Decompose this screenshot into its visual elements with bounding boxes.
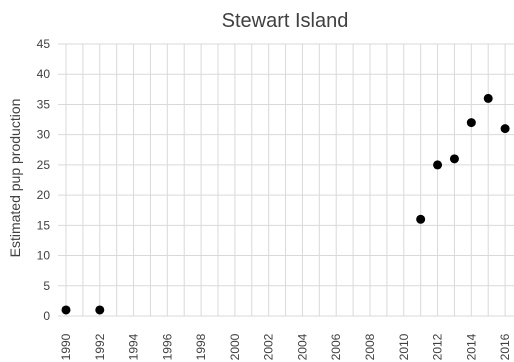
y-tick-label: 30 [37,128,51,142]
x-tick-label: 2002 [262,333,276,360]
y-tick-label: 35 [37,97,51,111]
data-point [500,124,510,134]
y-tick-label: 0 [43,309,50,323]
x-tick-label: 2000 [228,333,242,360]
x-tick-label: 2004 [295,333,309,360]
data-point [95,305,105,315]
x-tick-label: 1998 [194,333,208,360]
y-tick-label: 40 [37,67,51,81]
y-tick-label: 5 [43,279,50,293]
y-axis-label: Estimated pup production [7,99,23,258]
y-tick-label: 45 [37,37,51,51]
y-tick-label: 10 [37,249,51,263]
x-tick-label: 2006 [329,333,343,360]
chart-title: Stewart Island [222,10,349,32]
y-tick-label: 20 [37,188,51,202]
x-tick-label: 1994 [127,333,141,360]
x-tick-label: 2012 [431,333,445,360]
gridlines [58,43,514,317]
data-point [61,305,71,315]
x-tick-label: 1996 [160,333,174,360]
y-tick-label: 15 [37,218,51,232]
data-point [416,214,426,224]
x-tick-label: 2008 [363,333,377,360]
x-tick-label: 2010 [397,333,411,360]
data-point [466,118,476,128]
data-point [483,93,493,103]
x-tick-label: 1990 [59,333,73,360]
data-point [433,160,443,170]
data-point [449,154,459,164]
x-tick-label: 2016 [498,333,512,360]
data-points [61,93,510,315]
y-tick-label: 25 [37,158,51,172]
tick-labels: 0 5 10 15 20 25 30 35 40 45 1990 1992 1994 1996 1998 20… [37,37,512,360]
x-tick-label: 1992 [93,333,107,360]
x-tick-label: 2014 [464,333,478,360]
